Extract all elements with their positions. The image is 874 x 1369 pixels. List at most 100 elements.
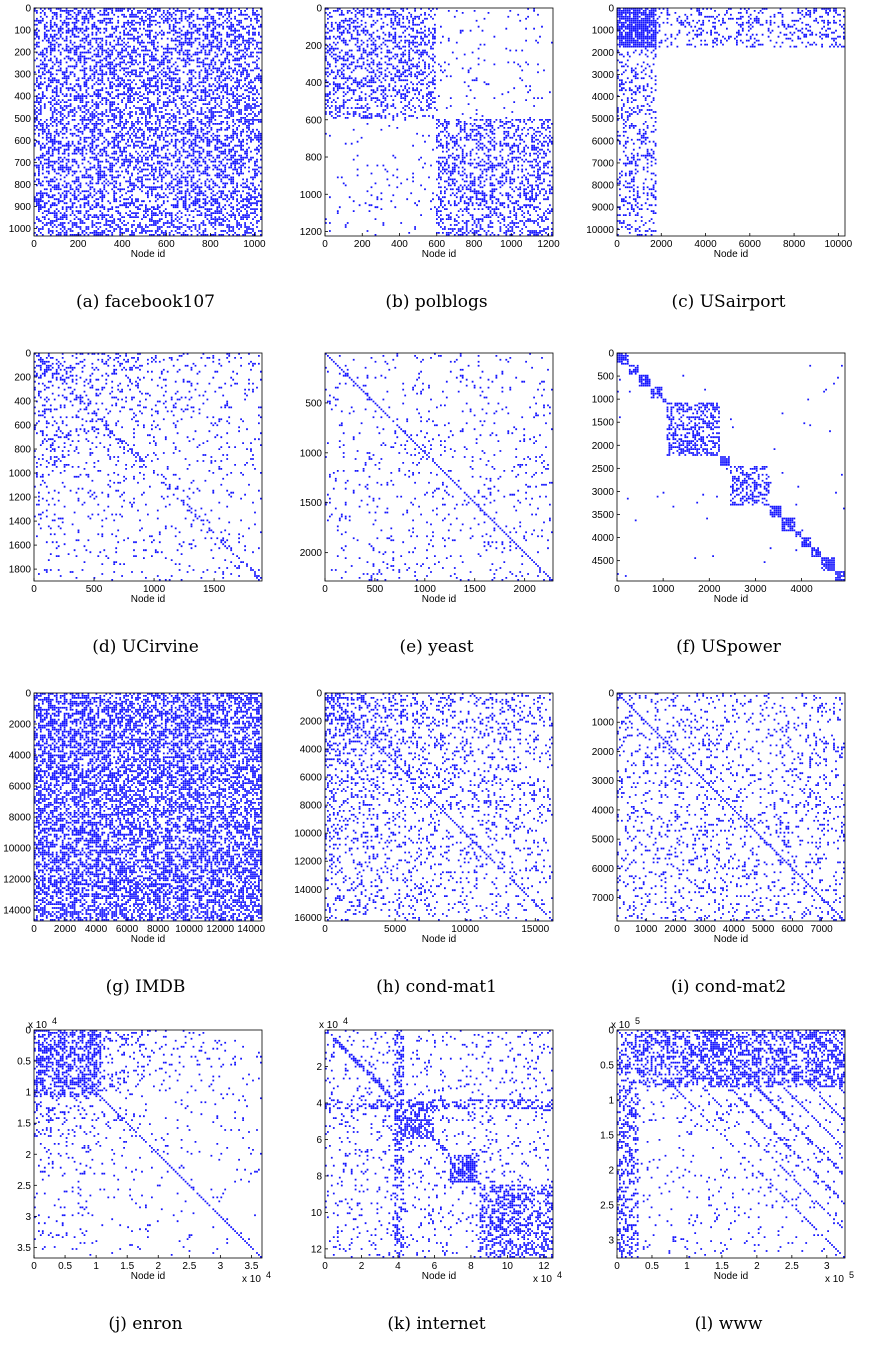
adjacency-plot: 0 0.5 1 1.5 2 2.5 3 0 0.5 1 1.5 2 2.5 3 Node id x 10 5 x … — [600, 1016, 854, 1285]
y-tick-label: 600 — [14, 136, 31, 147]
matrix-dots — [617, 8, 845, 236]
chart-ucirvine: 0 500 1000 1500 0 200 400 600 800 1000 1200 1400 160… — [0, 345, 291, 687]
y-multiplier-exponent: 4 — [52, 1016, 57, 1026]
adjacency-plot: 0 2000 4000 6000 8000 10000 12000 1400002000400… — [3, 689, 265, 946]
x-tick-label: 5000 — [752, 924, 775, 935]
y-tick-label: 1800 — [9, 565, 32, 576]
y-tick-label: 1200 — [9, 493, 32, 504]
y-tick-label: 0 — [316, 4, 322, 15]
x-tick-label: 2 — [359, 1261, 365, 1272]
x-multiplier: x 10 — [825, 1274, 844, 1285]
x-tick-label: 8000 — [147, 924, 170, 935]
y-tick-label: 0 — [25, 4, 31, 15]
subfigure-caption: (a) facebook107 — [76, 292, 215, 312]
x-tick-label: 10 — [502, 1261, 514, 1272]
y-multiplier: x 10 — [611, 1020, 630, 1031]
y-tick-label: 6000 — [592, 136, 615, 147]
x-axis-label: Node id — [131, 934, 165, 945]
x-tick-label: 3000 — [694, 924, 717, 935]
x-tick-label: 0 — [614, 924, 620, 935]
adjacency-plot: 0 200 400 600 800 1000 12000200400600800100012… — [300, 4, 560, 261]
plot-frame — [616, 7, 846, 237]
y-tick-label: 800 — [14, 180, 31, 191]
plot-frame — [324, 352, 554, 582]
y-tick-label: 10000 — [3, 844, 31, 855]
y-tick-label: 0 — [608, 1026, 614, 1037]
x-tick-label: 2 — [155, 1261, 161, 1272]
y-tick-label: 0 — [316, 689, 322, 700]
x-tick-label: 14000 — [237, 924, 265, 935]
matrix-dots — [617, 693, 845, 921]
x-axis-label: Node id — [714, 249, 748, 260]
y-tick-label: 400 — [14, 92, 31, 103]
y-tick-label: 2500 — [592, 464, 615, 475]
y-tick-label: 400 — [14, 397, 31, 408]
y-tick-label: 3.5 — [17, 1243, 31, 1254]
y-tick-label: 8000 — [592, 181, 615, 192]
y-tick-label: 1000 — [9, 224, 32, 235]
x-axis-label: Node id — [422, 594, 456, 605]
matrix-dots — [34, 353, 262, 581]
y-tick-label: 7000 — [592, 158, 615, 169]
y-tick-label: 500 — [14, 114, 31, 125]
y-tick-label: 0 — [608, 689, 614, 700]
x-tick-label: 0 — [31, 239, 37, 250]
x-tick-label: 1000 — [500, 239, 523, 250]
subfigure-caption: (h) cond-mat1 — [376, 977, 497, 997]
y-tick-label: 1.5 — [600, 1130, 614, 1141]
matrix-dots — [34, 1030, 262, 1258]
x-tick-label: 200 — [70, 239, 87, 250]
x-tick-label: 5000 — [384, 924, 407, 935]
matrix-dots — [325, 693, 553, 921]
x-tick-label: 1000 — [635, 924, 658, 935]
y-tick-label: 4000 — [592, 533, 615, 544]
y-tick-label: 3 — [608, 1235, 614, 1246]
y-tick-label: 2000 — [9, 720, 32, 731]
y-tick-label: 200 — [14, 373, 31, 384]
adjacency-plot: 0 2000 4000 6000 8000 10000010002000300040005… — [586, 4, 853, 261]
y-tick-label: 1 — [608, 1095, 614, 1106]
x-tick-label: 2000 — [514, 584, 537, 595]
x-axis-label: Node id — [422, 249, 456, 260]
y-tick-label: 0.5 — [600, 1060, 614, 1071]
x-tick-label: 8000 — [783, 239, 806, 250]
y-tick-label: 2 — [608, 1165, 614, 1176]
chart-imdb: 0 2000 4000 6000 8000 10000 12000 14000 0 2000 400… — [0, 685, 291, 1027]
subfigure-caption: (i) cond-mat2 — [670, 977, 787, 997]
y-tick-label: 4000 — [300, 745, 323, 756]
y-tick-label: 6 — [316, 1135, 322, 1146]
x-tick-label: 10000 — [824, 239, 852, 250]
x-tick-label: 1 — [684, 1261, 690, 1272]
x-tick-label: 1000 — [143, 584, 166, 595]
x-tick-label: 400 — [391, 239, 408, 250]
plot-frame — [616, 352, 846, 582]
x-tick-label: 2000 — [664, 924, 687, 935]
chart-cond-mat1: 0 5000 10000 15000 0 2000 4000 6000 8000 10000 120… — [291, 685, 582, 1027]
x-tick-label: 8 — [468, 1261, 474, 1272]
y-tick-label: 9000 — [592, 203, 615, 214]
y-tick-label: 200 — [14, 48, 31, 59]
plot-frame — [616, 692, 846, 922]
y-tick-label: 500 — [305, 398, 322, 409]
y-tick-label: 5000 — [592, 835, 615, 846]
y-tick-label: 500 — [597, 372, 614, 383]
x-tick-label: 800 — [202, 239, 219, 250]
x-tick-label: 10000 — [451, 924, 479, 935]
x-tick-label: 1.5 — [120, 1261, 134, 1272]
chart-facebook107: 0 200 400 600 800 1000 0 100 200 300 400 500 600 700 8… — [0, 0, 291, 342]
y-tick-label: 12 — [311, 1244, 323, 1255]
y-tick-label: 1 — [25, 1088, 31, 1099]
plot-frame — [33, 692, 263, 922]
x-tick-label: 12000 — [206, 924, 234, 935]
y-tick-label: 0 — [25, 349, 31, 360]
y-multiplier-exponent: 5 — [635, 1016, 640, 1026]
x-tick-label: 0 — [322, 584, 328, 595]
y-tick-label: 1000 — [300, 448, 323, 459]
y-tick-label: 2 — [25, 1150, 31, 1161]
x-multiplier: x 10 — [242, 1274, 261, 1285]
y-tick-label: 1500 — [300, 498, 323, 509]
x-tick-label: 0.5 — [645, 1261, 659, 1272]
y-tick-label: 1200 — [300, 227, 323, 238]
x-tick-label: 2.5 — [785, 1261, 799, 1272]
chart-internet: 0 2 4 6 8 10 12 2 4 6 8 10 12 Node id x 10 4 x 10 4 (k) in… — [291, 1016, 582, 1364]
